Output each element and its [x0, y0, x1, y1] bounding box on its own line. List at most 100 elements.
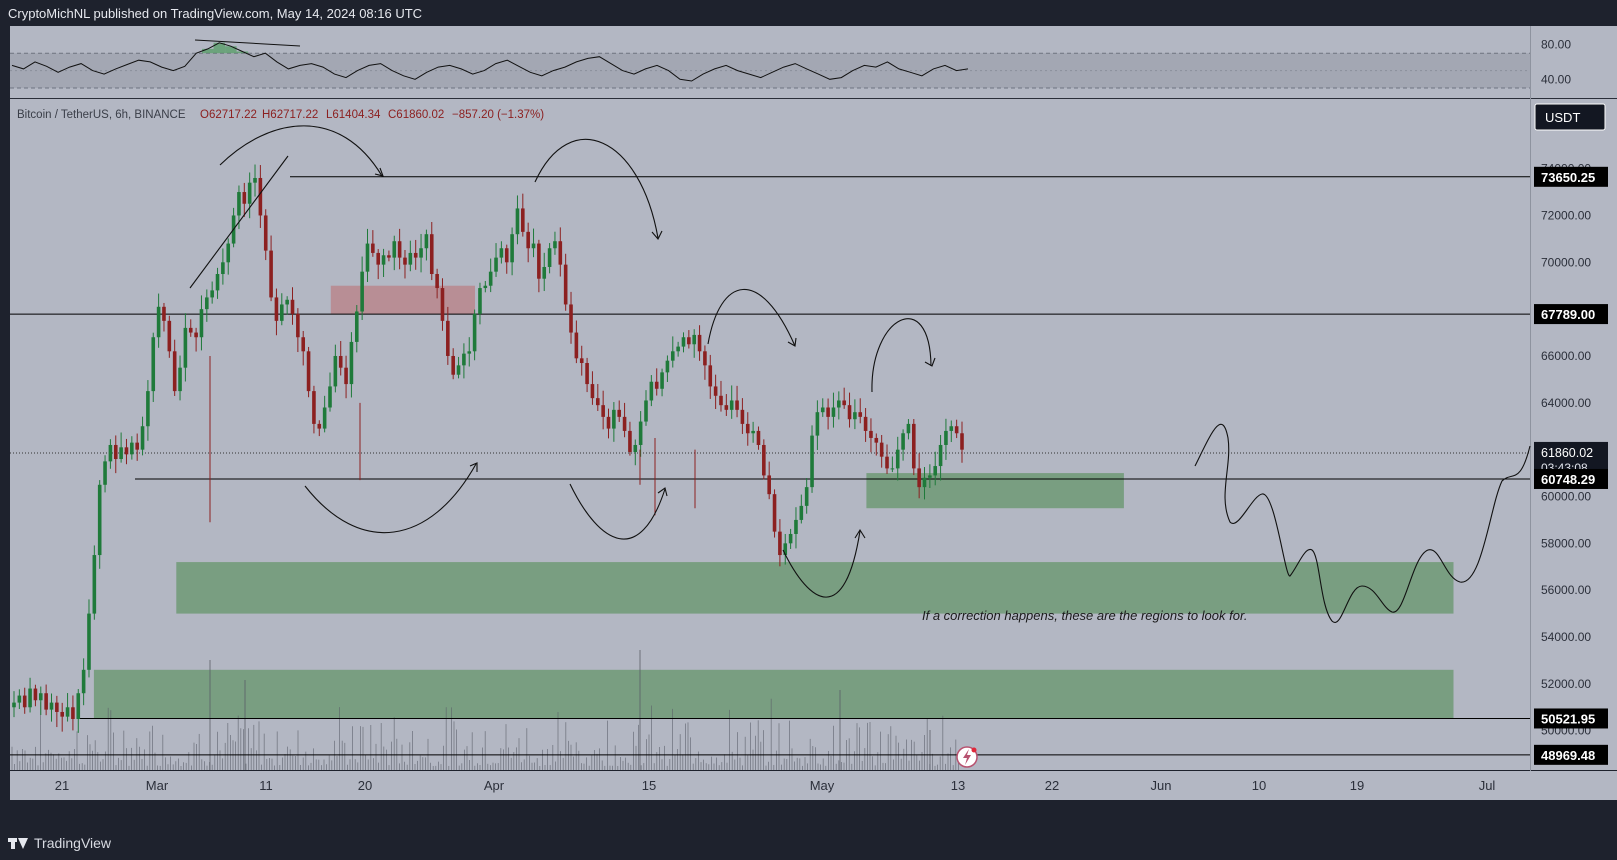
price-tick-label: 52000.00	[1541, 677, 1591, 691]
candle-body	[494, 257, 498, 272]
candle-body	[783, 543, 788, 556]
candle-body	[135, 442, 139, 450]
candle-body	[140, 426, 145, 450]
candle-body	[869, 430, 873, 438]
candle-body	[922, 477, 927, 488]
candle-body	[644, 400, 648, 422]
arrow-head	[657, 487, 668, 497]
time-tick-label: May	[810, 778, 835, 793]
candle-body	[633, 444, 638, 453]
candle-body	[446, 320, 450, 356]
lightning-icon[interactable]	[956, 746, 978, 768]
candle-body	[719, 395, 723, 406]
tradingview-logo[interactable]: TradingView	[8, 835, 111, 851]
zones-layer	[93, 285, 1454, 719]
projection-path	[1194, 423, 1531, 623]
time-tick-label: 10	[1252, 778, 1266, 793]
candle-body	[954, 426, 959, 434]
candle-body	[247, 182, 252, 204]
currency-label[interactable]: USDT	[1545, 110, 1580, 125]
zone-support-1	[866, 473, 1124, 509]
candle-body	[44, 693, 48, 710]
candle-body	[162, 306, 166, 321]
symbol-name[interactable]: Bitcoin / TetherUS, 6h, BINANCE	[17, 109, 186, 121]
candle-body	[103, 461, 107, 485]
candle-body	[692, 334, 697, 345]
price-level-label: 67789.00	[1541, 307, 1595, 322]
candle-body	[365, 243, 370, 272]
candle-body	[483, 285, 488, 289]
candle-body	[745, 423, 750, 434]
candle-body	[349, 341, 354, 385]
candle-body	[847, 405, 852, 420]
candle-body	[606, 416, 611, 429]
candle-body	[413, 252, 418, 258]
candle-body	[537, 243, 541, 279]
candle-body	[333, 355, 338, 387]
candle-body	[944, 430, 948, 445]
candle-body	[751, 430, 755, 434]
candle-body	[167, 320, 172, 352]
currency-button[interactable]: USDT	[1534, 103, 1606, 131]
candle-body	[344, 367, 348, 385]
candle-body	[703, 351, 707, 366]
ohlc-high: H62717.22	[262, 109, 318, 121]
time-tick-label: 11	[259, 778, 273, 793]
candle-body	[92, 555, 97, 614]
candle-body	[440, 288, 445, 321]
candle-body	[290, 299, 295, 314]
candle-body	[670, 351, 675, 361]
candle-body	[794, 519, 798, 534]
current-price-label: 61860.02	[1541, 446, 1593, 460]
time-tick-label: Mar	[146, 778, 169, 793]
candle-body	[521, 208, 525, 232]
price-level-label: 48969.48	[1541, 748, 1595, 763]
candle-body	[853, 412, 857, 420]
candle-body	[574, 332, 579, 359]
candle-body	[810, 435, 814, 488]
arc-top-4	[871, 318, 932, 393]
candle-body	[38, 693, 43, 701]
candle-body	[210, 290, 214, 298]
candle-body	[387, 255, 391, 258]
candle-body	[713, 386, 718, 396]
price-panel-bg	[10, 99, 1530, 770]
arrow-head	[374, 167, 384, 177]
price-tick-label: 60000.00	[1541, 490, 1591, 504]
candle-body	[403, 257, 407, 265]
candle-body	[354, 311, 359, 342]
candle-body	[419, 248, 423, 258]
candle-body	[221, 262, 225, 275]
arc-top-1	[219, 125, 383, 177]
chart[interactable]: Bitcoin / TetherUS, 6h, BINANCE O62717.2…	[0, 26, 1617, 826]
candle-body	[301, 337, 306, 352]
price-level-box	[1534, 744, 1608, 765]
footer-bar: TradingView	[0, 826, 1617, 860]
candle-body	[601, 405, 605, 417]
candle-body	[649, 381, 654, 401]
ohlc-close: C61860.02	[388, 109, 444, 121]
candle-body	[906, 423, 911, 434]
candle-body	[756, 430, 761, 445]
rsi-overbought-fill	[213, 42, 226, 54]
candle-body	[740, 409, 745, 424]
candle-body	[874, 437, 879, 443]
candle-body	[322, 407, 327, 429]
candle-body	[424, 234, 429, 249]
rsi-panel	[10, 39, 1530, 89]
candle-body	[156, 306, 161, 338]
candle-body	[12, 702, 16, 708]
arrow-head	[651, 230, 663, 240]
candle-body	[151, 337, 156, 392]
candle-body	[863, 416, 868, 431]
candle-body	[146, 391, 150, 427]
candle-body	[917, 468, 921, 488]
rsi-divergence-line	[194, 39, 301, 47]
candle-body	[71, 707, 75, 719]
candle-body	[456, 365, 461, 375]
candle-body	[279, 304, 284, 321]
trend-line-up	[189, 155, 289, 289]
candle-body	[108, 444, 113, 462]
candle-body	[697, 334, 702, 352]
arc-bottom-1	[304, 463, 477, 534]
